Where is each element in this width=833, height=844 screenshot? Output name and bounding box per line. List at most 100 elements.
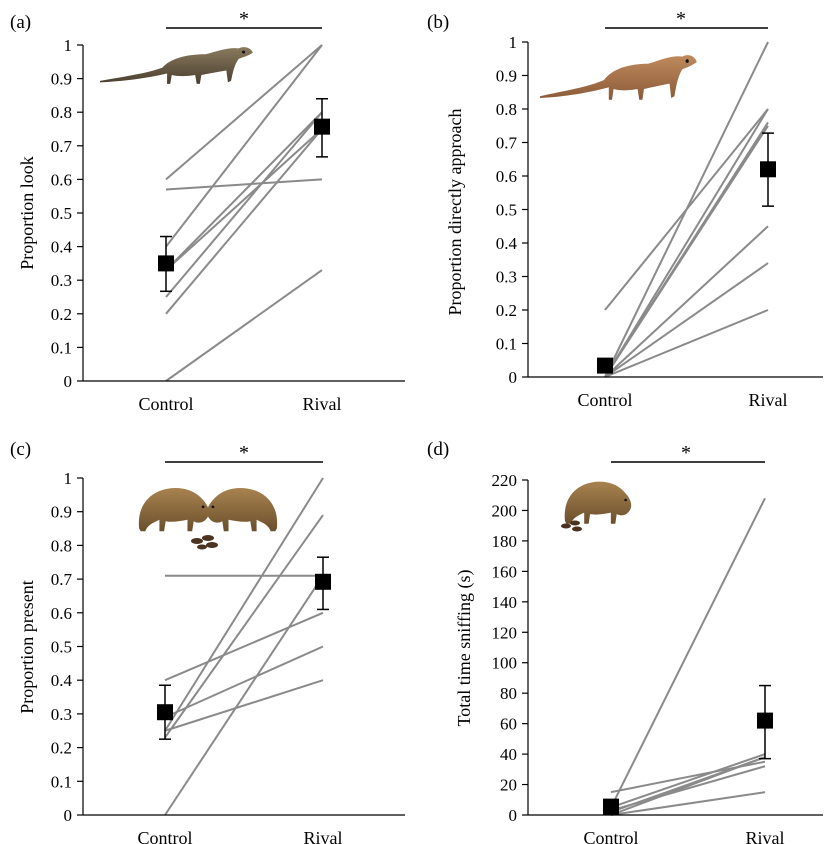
individual-lines xyxy=(165,44,323,382)
y-tick-label: 80 xyxy=(500,684,517,703)
y-tick-label: 0.5 xyxy=(51,204,72,223)
y-tick-label: 0.5 xyxy=(51,638,72,657)
x-category-label: Control xyxy=(583,828,638,844)
y-tick-label: 0.1 xyxy=(51,772,72,791)
y-tick-label: 0.4 xyxy=(51,238,73,257)
y-tick-label: 0.9 xyxy=(51,70,72,89)
y-tick-label: 0.7 xyxy=(496,134,518,153)
y-tick-label: 60 xyxy=(500,715,517,734)
mongoose-walking-icon xyxy=(540,55,697,100)
y-tick-label: 0.9 xyxy=(51,503,72,522)
y-tick-label: 140 xyxy=(492,593,518,612)
y-tick-label: 0.3 xyxy=(51,271,72,290)
individual-line xyxy=(604,309,769,378)
y-tick-label: 0 xyxy=(509,806,518,825)
individual-line xyxy=(165,44,323,181)
panel-a: (a) 0 0.1 0.2 0.3 0.4 0.5 0.6 0.7 0.8 0.9 1 Control… xyxy=(10,8,405,414)
panel-b-ylabel: Proportion directly approach xyxy=(445,109,465,316)
individual-line xyxy=(165,269,323,382)
mongoose-sniffing-left-icon xyxy=(138,487,209,532)
y-tick-label: 0.3 xyxy=(51,705,72,724)
mongoose-standing-icon xyxy=(100,47,253,84)
significance-star: * xyxy=(239,8,249,30)
individual-line xyxy=(604,41,769,378)
y-tick-label: 0.4 xyxy=(51,671,73,690)
individual-line xyxy=(610,791,766,816)
individual-line xyxy=(604,225,769,378)
panel-c-illustration xyxy=(138,487,278,550)
y-tick-label: 100 xyxy=(492,654,518,673)
panel-d: (d) 0 20 40 60 80 100 120 140 160 180 200 220 Contro… xyxy=(427,439,823,844)
individual-line xyxy=(610,497,766,808)
individual-line xyxy=(610,756,766,816)
y-tick-label: 0.2 xyxy=(496,301,517,320)
mean-marker xyxy=(158,255,174,272)
significance-star: * xyxy=(676,8,686,30)
x-category-label: Control xyxy=(137,828,192,844)
individual-line xyxy=(164,679,324,732)
panel-a-axes: 0 0.1 0.2 0.3 0.4 0.5 0.6 0.7 0.8 0.9 1 Control Riva… xyxy=(51,8,405,414)
x-category-label: Rival xyxy=(749,390,788,410)
individual-line xyxy=(164,514,324,739)
panel-c-label: (c) xyxy=(10,439,31,460)
x-category-label: Rival xyxy=(303,394,342,414)
individual-line xyxy=(165,128,323,271)
y-tick-label: 40 xyxy=(500,745,517,764)
panel-d-illustration xyxy=(561,481,632,532)
y-tick-label: 0.6 xyxy=(51,170,72,189)
panel-b: (b) 0 0.1 0.2 0.3 0.4 0.5 0.6 0.7 0.8 0.9 1 Control… xyxy=(427,8,823,410)
panel-d-ylabel: Total time sniffing (s) xyxy=(454,570,475,727)
y-tick-label: 120 xyxy=(492,623,518,642)
panel-b-illustration xyxy=(540,55,697,100)
y-tick-label: 0.7 xyxy=(51,570,73,589)
x-category-label: Rival xyxy=(746,828,785,844)
x-category-label: Control xyxy=(138,394,193,414)
y-tick-label: 0.3 xyxy=(496,268,517,287)
mean-markers xyxy=(597,132,776,374)
individual-line xyxy=(165,111,323,298)
y-tick-label: 0.8 xyxy=(51,536,72,555)
mongoose-sniffing-icon xyxy=(564,481,632,524)
panel-b-label: (b) xyxy=(427,12,449,33)
y-tick-label: 0.1 xyxy=(496,335,517,354)
y-tick-label: 20 xyxy=(500,776,517,795)
y-tick-label: 0.4 xyxy=(496,234,518,253)
individual-lines xyxy=(164,477,324,816)
x-category-label: Control xyxy=(577,390,632,410)
scat-icon xyxy=(561,520,582,532)
panel-a-ylabel: Proportion look xyxy=(17,156,37,270)
individual-lines xyxy=(610,497,766,816)
y-tick-label: 0.6 xyxy=(51,604,72,623)
mean-marker xyxy=(157,704,173,721)
y-tick-label: 0.8 xyxy=(51,103,72,122)
y-tick-label: 0 xyxy=(64,372,73,391)
individual-line xyxy=(164,645,324,719)
y-tick-label: 0.9 xyxy=(496,67,517,86)
mean-markers xyxy=(158,98,330,293)
individual-line xyxy=(165,44,323,248)
individual-line xyxy=(164,611,324,682)
y-tick-label: 0.8 xyxy=(496,100,517,119)
y-tick-label: 0.5 xyxy=(496,201,517,220)
mean-marker xyxy=(314,118,330,135)
y-tick-label: 220 xyxy=(492,471,518,490)
individual-line xyxy=(165,128,323,315)
mean-markers xyxy=(157,556,331,740)
individual-line xyxy=(610,753,766,809)
y-tick-label: 0 xyxy=(509,368,518,387)
mean-marker xyxy=(597,357,613,374)
significance-star: * xyxy=(239,442,249,464)
y-tick-label: 1 xyxy=(64,36,73,55)
panel-a-illustration xyxy=(100,47,253,84)
y-tick-label: 0.1 xyxy=(51,338,72,357)
panel-d-axes: 0 20 40 60 80 100 120 140 160 180 200 220 Control Riv… xyxy=(492,442,823,844)
y-tick-label: 1 xyxy=(509,33,518,52)
mean-marker xyxy=(757,712,773,729)
panel-c-ylabel: Proportion present xyxy=(17,580,37,713)
x-category-label: Rival xyxy=(304,828,343,844)
individual-lines xyxy=(604,41,769,378)
y-tick-label: 1 xyxy=(64,469,73,488)
y-tick-label: 180 xyxy=(492,532,518,551)
y-tick-label: 0.6 xyxy=(496,167,517,186)
